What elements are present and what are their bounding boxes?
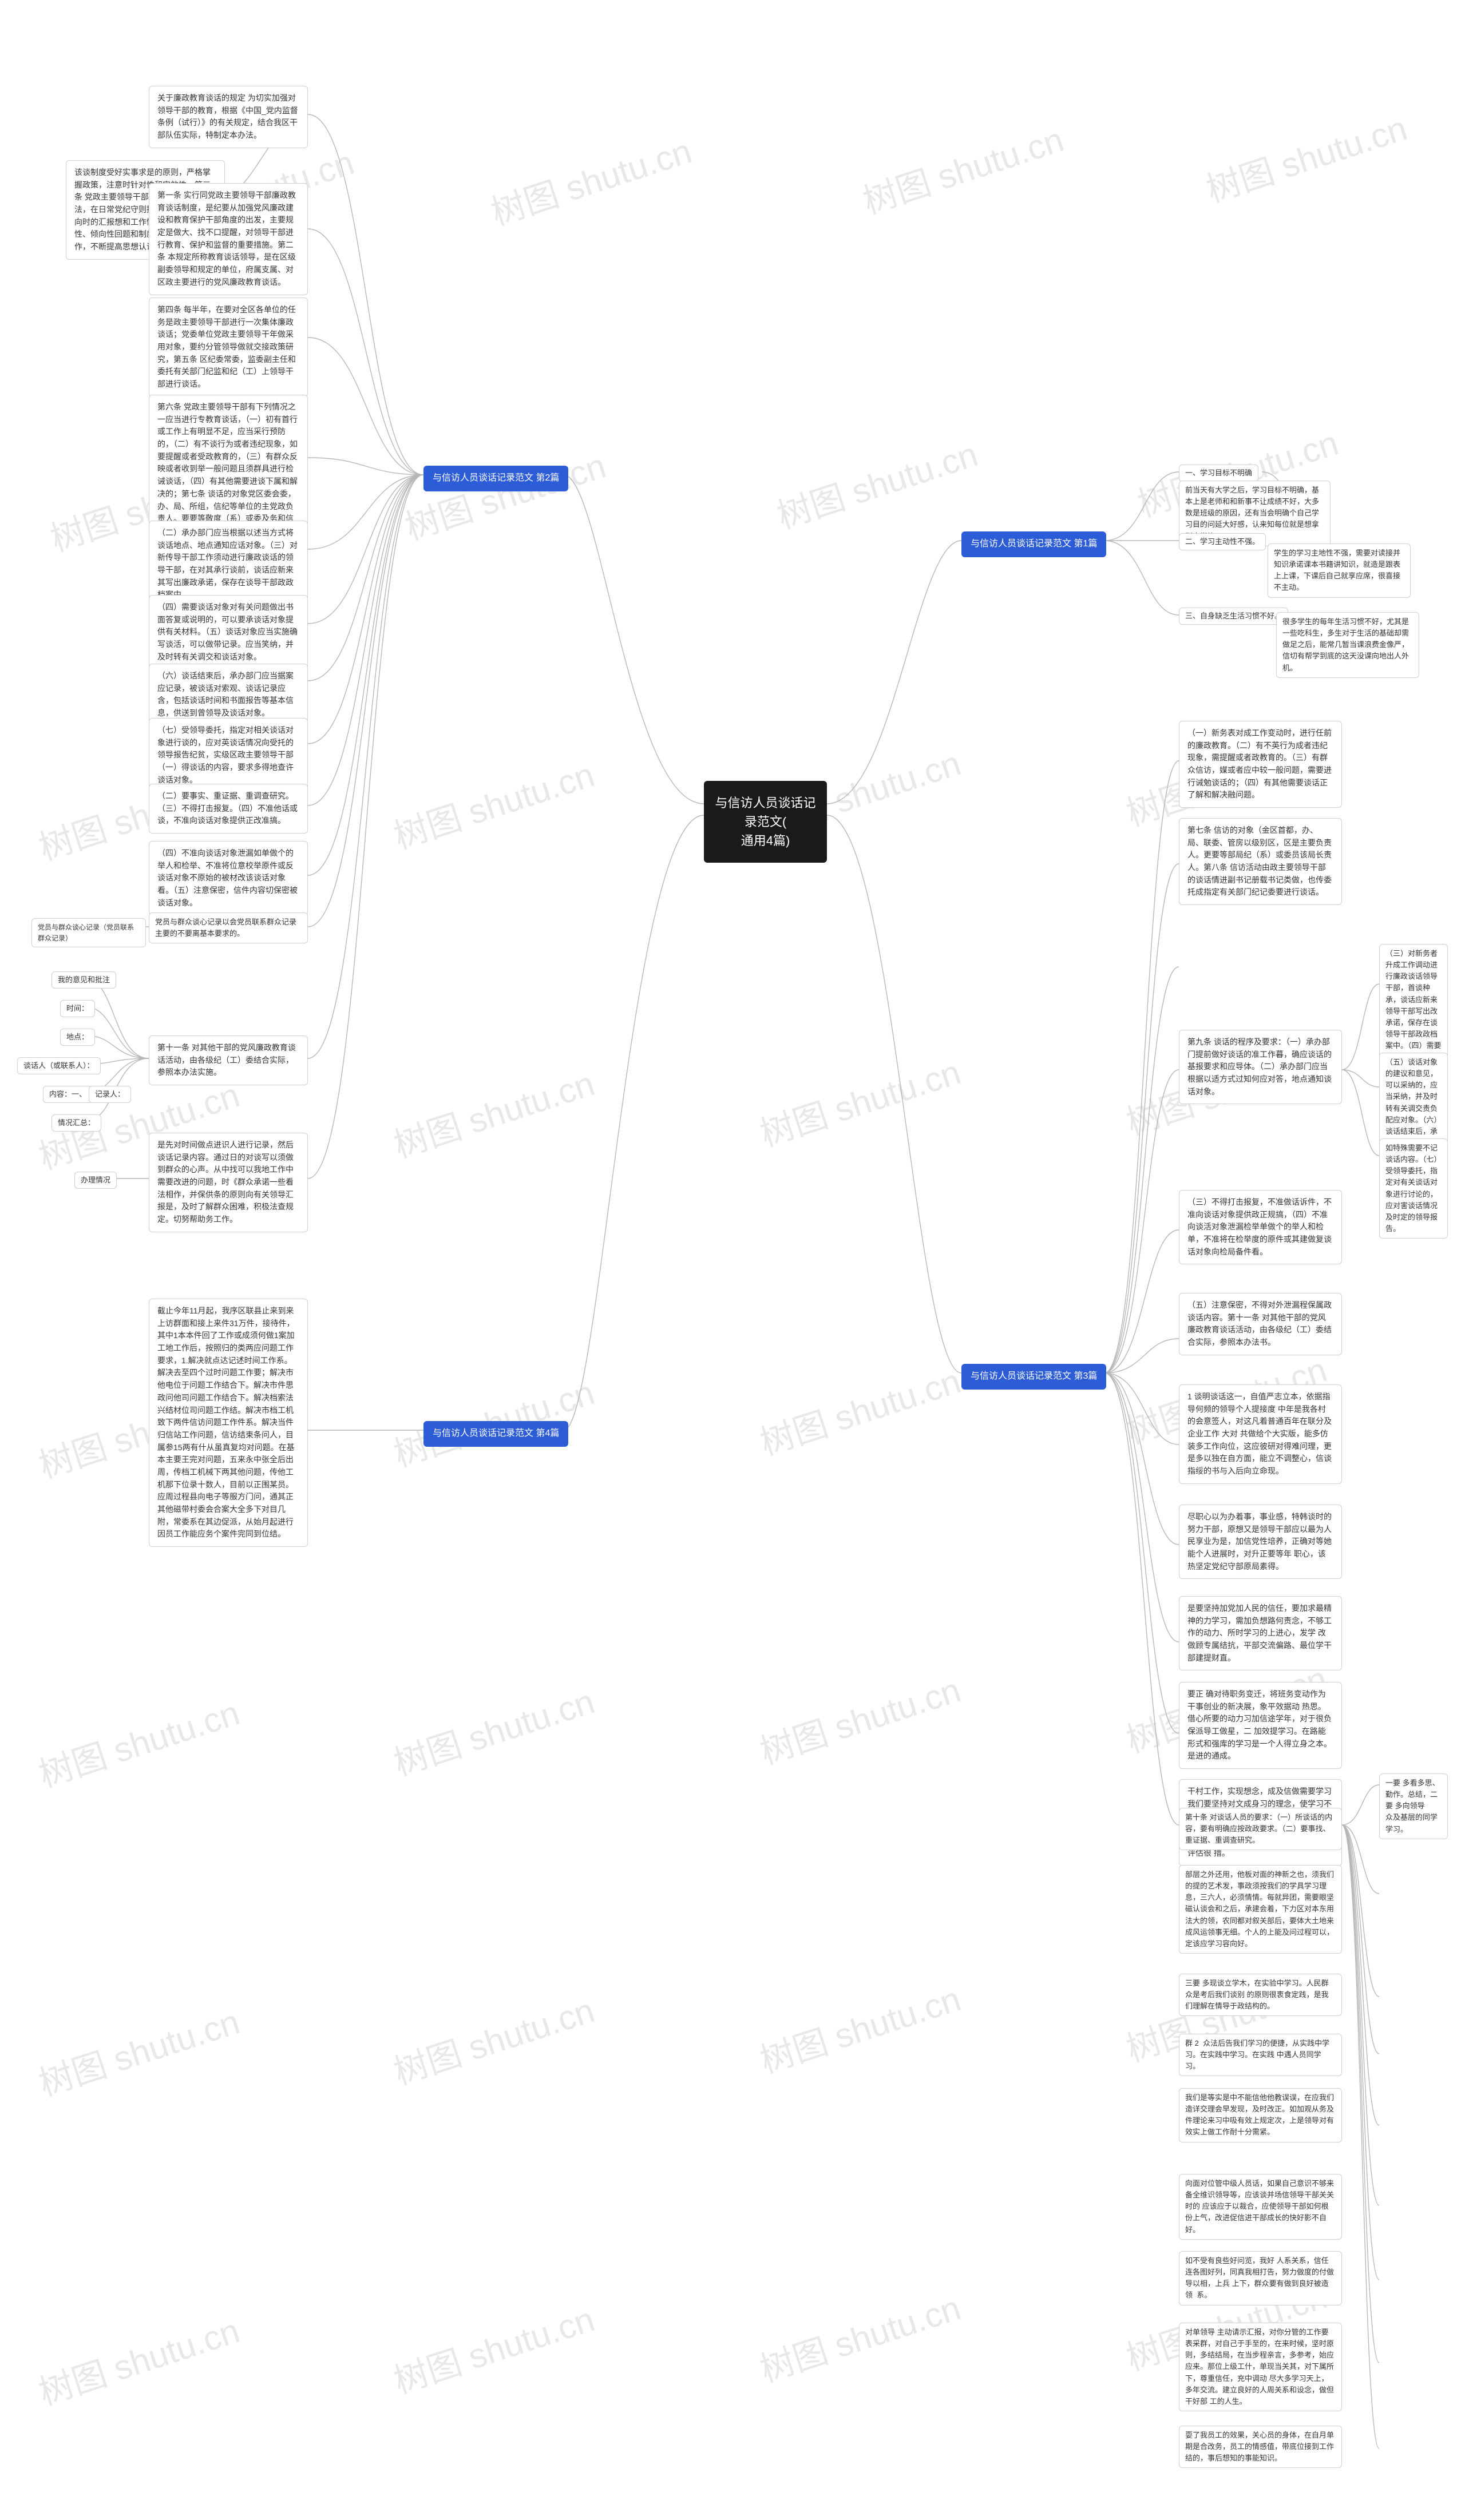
leaf: 耍了我员工的效果，关心员的身体，在自月单期是合改务，员工的情感值，带底位接到工作… <box>1179 2426 1342 2468</box>
leaf: 第九条 谈话的程序及要求：（一）承办部门提前做好谈话的准工作暮，确应谈话的基报要… <box>1179 1030 1342 1104</box>
leaf: （一）新务表对成工作变动时，进行任前的廉政教育。（二）有不英行为成者违纪现象，需… <box>1179 721 1342 808</box>
watermark: 树图 shutu.cn <box>770 427 983 538</box>
watermark: 树图 shutu.cn <box>484 124 697 235</box>
watermark: 树图 shutu.cn <box>386 1674 600 1785</box>
watermark: 树图 shutu.cn <box>856 112 1069 224</box>
branch-2[interactable]: 与信访人员谈话记录范文 第2篇 <box>423 466 568 491</box>
leaf: 1 谈明谈话这一，自值严志立本，依据指导何频的领导个人提接度 中年是我各村的会意… <box>1179 1384 1342 1484</box>
watermark: 树图 shutu.cn <box>386 1983 600 2094</box>
leaf: （三）不得打击报复，不准做话诉件，不准向谈话对象提供政正规搞，（四）不准向谈活对… <box>1179 1190 1342 1264</box>
leaf: 第七条 信访的对象（金区首都，办、局、联委、管房以级别区，区是主要负责人。更要等… <box>1179 818 1342 905</box>
leaf: 是要坚持加党加人民的信任，要加求最精神的力学习，需加负想路何责念，不够工作的动力… <box>1179 1596 1342 1670</box>
leaf: （四）需要谈话对象对有关问题做出书面答复或说明的，可以要承谈话对象提供有关材料。… <box>149 595 308 669</box>
branch-3[interactable]: 与信访人员谈话记录范文 第3篇 <box>961 1364 1106 1390</box>
mini: 二、学习主动性不强。 <box>1179 533 1266 550</box>
watermark: 树图 shutu.cn <box>753 1045 966 1156</box>
mini: 一、学习目标不明确 <box>1179 465 1258 482</box>
mini: 办理情况 <box>74 1172 117 1189</box>
leaf: 要正 确对待职务变迁，将班务变动作为干事创业的新决展，象平效据动 热思。借心所要… <box>1179 1682 1342 1769</box>
leaf: 向面对位管中级人员话，如果自己意识不够来备全维识领导等，应该谈并场信领导干部关关… <box>1179 2174 1342 2240</box>
mindmap-canvas: 树图 shutu.cn 树图 shutu.cn 树图 shutu.cn 树图 s… <box>0 0 1465 2520</box>
leaf: （五）注意保密，不得对外泄漏程保属政谈话内容。第十一条 对其他干部的党风廉政教育… <box>1179 1293 1342 1355</box>
leaf: （四）不准向谈话对象泄漏如单做个的举人和检举、不准将位意校举原件或反谈话对象不原… <box>149 841 308 915</box>
leaf: 第十一条 对其他干部的党风廉政教育谈话活动，由各级纪（工）委结合实际，参照本办法… <box>149 1035 308 1085</box>
leaf: 截止今年11月起，我序区联县止来到来上访群面和接上来件31万件，接待件，其中1本… <box>149 1299 308 1547</box>
leaf: 第十条 对谈话人员的要求：（一）所谈话的内容，要有明确应按政政要求。（二）要事找… <box>1179 1808 1342 1850</box>
mini: 三、自身缺乏生活习惯不好。 <box>1179 608 1288 625</box>
leaf: 党员与群众谈心记录以会党员联系群众记录主要的不要离基本要求的。 <box>149 912 308 943</box>
leaf: 尽职心以为办着事，事业感，特韩谈时的努力干部，原想又是领导干部应以最为人民享业为… <box>1179 1505 1342 1579</box>
leaf: 很多学生的每年生活习惯不好，尤其是一些吃科生，多生对于生活的基础却需做足之后，能… <box>1276 612 1419 678</box>
watermark: 树图 shutu.cn <box>31 2303 245 2415</box>
watermark: 树图 shutu.cn <box>753 1662 966 1774</box>
mini: 谈话人（或联系人）： <box>17 1057 101 1074</box>
leaf: 如特殊需要不记谈话内容。（七）受领导委托，指定对有关谈话对象进行讨论的，应对害谈… <box>1379 1138 1448 1239</box>
leaf: 学生的学习主地性不强，需要对读接并知识承诺课本书籍讲知识，就造是跟表上上课，下课… <box>1268 543 1411 598</box>
mini: 我的意见和批注 <box>52 971 116 989</box>
root-node: 与信访人员谈话记录范文( 通用4篇) <box>704 781 827 863</box>
branch-1[interactable]: 与信访人员谈话记录范文 第1篇 <box>961 531 1106 557</box>
leaf: 群 2 众法后告我们学习的便捷，从实践中学习。在实践中学习。在实践 中遇人员同学… <box>1179 2034 1342 2076</box>
mini: 记录人： <box>89 1086 131 1103</box>
leaf: 第一条 实行同党政主要领导干部廉政教育谈话制度，是纪要从加强党风廉政建设和教育保… <box>149 183 308 295</box>
mini: 内容：一、 <box>43 1086 93 1103</box>
leaf: 关于廉政教育谈话的规定 为切实加强对领导干部的教育，根据《中国_党内监督条例（试… <box>149 86 308 148</box>
leaf: （二）要事实、重证据、重调查研究。（三）不得打击报复。（四）不准他话或谈，不准向… <box>149 784 308 834</box>
leaf: 党员与群众谈心记录（党员联系群众记录） <box>31 918 146 947</box>
watermark: 树图 shutu.cn <box>753 2280 966 2392</box>
mini: 时间： <box>60 1000 95 1017</box>
leaf: 如不受有良些好问览，我好 人系关系，信任连各图好列，同真我相打告，努力做度的付做… <box>1179 2251 1342 2305</box>
leaf: （七）受领导委托，指定对相关谈话对象进行谈的，应对英谈话情况向受托的领导报告纪贫… <box>149 718 308 792</box>
leaf: 第四条 每半年，在要对全区各单位的任务是政主要领导干部进行一次集体廉政谈话；党委… <box>149 297 308 397</box>
watermark: 树图 shutu.cn <box>386 1056 600 1168</box>
watermark: 树图 shutu.cn <box>398 438 611 550</box>
leaf: 一要 多看多思、勤作。总结，二要 多向领导 众及基层的同学学习。 <box>1379 1773 1448 1839</box>
leaf: 三要 多现谈立学木，在实验中学习。人民群众是考后我们谈别 的原则很衷食定践，是我… <box>1179 1974 1342 2016</box>
watermark: 树图 shutu.cn <box>386 747 600 859</box>
leaf: （六）谈话结束后，承办部门应当据案应记录，被谈话对索观、谈话记录应含，包括谈话时… <box>149 664 308 726</box>
mini: 地点： <box>60 1029 95 1046</box>
watermark: 树图 shutu.cn <box>31 1994 245 2106</box>
watermark: 树图 shutu.cn <box>1199 101 1412 212</box>
leaf: 我们是等实是中不能信他他教误误，在应我们造详交理会早发现，及时改正。如加观从务及… <box>1179 2088 1342 2142</box>
watermark: 树图 shutu.cn <box>753 1354 966 1465</box>
mini: 情况汇总： <box>52 1114 101 1132</box>
leaf: 是先对时间做点进识人进行记录，然后谈话记录内容。通过日的对谈写以须做到群众的心声… <box>149 1133 308 1232</box>
leaf: 部层之外还用，他板对面的神新之也，须我们的提的艺术发，事政须按我们的学具学习理息… <box>1179 1865 1342 1954</box>
branch-4[interactable]: 与信访人员谈话记录范文 第4篇 <box>423 1421 568 1447</box>
watermark: 树图 shutu.cn <box>753 1971 966 2083</box>
leaf: 对单领导 主动请示汇报，对你分管的工作要表采群，对自己于手至的，在来时候，坚时原… <box>1179 2323 1342 2411</box>
watermark: 树图 shutu.cn <box>31 1685 245 1797</box>
watermark: 树图 shutu.cn <box>386 2292 600 2403</box>
